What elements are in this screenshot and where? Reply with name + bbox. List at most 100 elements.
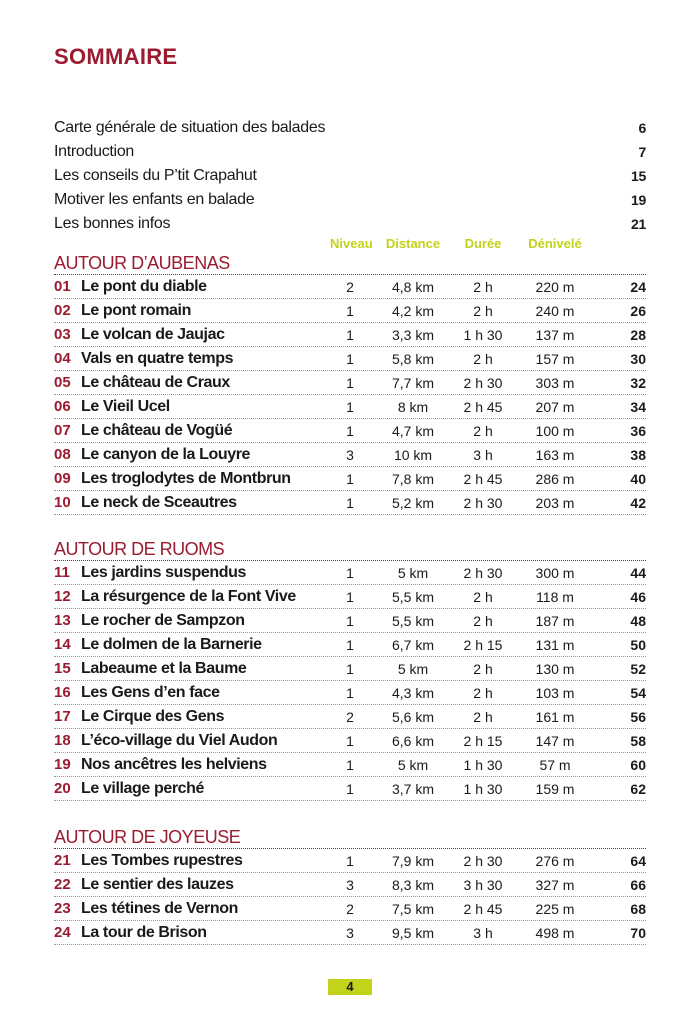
column-header-level: Niveau (330, 236, 373, 251)
table-row[interactable]: 22 Le sentier des lauzes 3 8,3 km 3 h 30 327 … (54, 873, 646, 897)
walk-duration: 1 h 30 (463, 327, 503, 343)
table-row[interactable]: 06 Le Vieil Ucel 1 8 km 2 h 45 207 m 34 (54, 395, 646, 419)
walk-level: 1 (346, 637, 354, 653)
table-row[interactable]: 04 Vals en quatre temps 1 5,8 km 2 h 157 m 30 (54, 347, 646, 371)
walk-elevation: 207 m (535, 399, 575, 415)
table-row[interactable]: 09 Les troglodytes de Montbrun 1 7,8 km 2 h … (54, 467, 646, 491)
walk-duration: 2 h 30 (463, 565, 503, 581)
walk-duration: 2 h (473, 613, 493, 629)
walk-number: 07 (54, 422, 71, 439)
walk-distance: 7,7 km (391, 375, 434, 391)
section-title: AUTOUR DE RUOMS (54, 539, 225, 559)
walk-page: 62 (630, 781, 646, 797)
walk-elevation: 103 m (535, 685, 575, 701)
section-title: AUTOUR D’AUBENAS (54, 253, 230, 273)
walk-elevation: 225 m (535, 901, 575, 917)
table-row[interactable]: 07 Le château de Vogüé 1 4,7 km 2 h 100 m 36 (54, 419, 646, 443)
table-row[interactable]: 14 Le dolmen de la Barnerie 1 6,7 km 2 h 15 1… (54, 633, 646, 657)
walk-page: 40 (630, 471, 646, 487)
column-header-distance: Distance (385, 236, 441, 251)
walk-number: 08 (54, 446, 71, 463)
section-2: AUTOUR DE JOYEUSE 21 Les Tombes rupestres 1… (54, 824, 646, 945)
walk-distance: 4,2 km (391, 303, 434, 319)
table-row[interactable]: 19 Nos ancêtres les helviens 1 5 km 1 h 30 57… (54, 753, 646, 777)
table-row[interactable]: 20 Le village perché 1 3,7 km 1 h 30 159 m 62 (54, 777, 646, 801)
walk-name: Les Tombes rupestres (81, 852, 243, 869)
walk-number: 14 (54, 636, 71, 653)
table-row[interactable]: 08 Le canyon de la Louyre 3 10 km 3 h 163 m 38 (54, 443, 646, 467)
walk-number: 16 (54, 684, 71, 701)
walk-level: 1 (346, 351, 354, 367)
walk-number: 17 (54, 708, 71, 725)
table-row[interactable]: 18 L’éco-village du Viel Audon 1 6,6 km 2 h … (54, 729, 646, 753)
walk-distance: 5,8 km (391, 351, 434, 367)
walk-page: 50 (630, 637, 646, 653)
toc-entry-page: 15 (631, 168, 646, 184)
toc-entry[interactable]: Motiver les enfants en balade 19 (54, 188, 646, 212)
walk-number: 04 (54, 350, 71, 367)
table-row[interactable]: 01 Le pont du diable 2 4,8 km 2 h 220 m 24 (54, 275, 646, 299)
table-row[interactable]: 13 Le rocher de Sampzon 1 5,5 km 2 h 187 m 48 (54, 609, 646, 633)
walk-distance: 5 km (397, 565, 429, 581)
walk-name: Le château de Craux (81, 374, 230, 391)
walk-duration: 2 h (473, 589, 493, 605)
table-row[interactable]: 05 Le château de Craux 1 7,7 km 2 h 30 303 m 3… (54, 371, 646, 395)
walk-level: 1 (346, 495, 354, 511)
section-header: AUTOUR DE RUOMS (54, 536, 646, 561)
walk-number: 05 (54, 374, 71, 391)
walk-number: 18 (54, 732, 71, 749)
walk-page: 28 (630, 327, 646, 343)
table-row[interactable]: 23 Les tétines de Vernon 2 7,5 km 2 h 45 225 … (54, 897, 646, 921)
toc-entry-page: 7 (638, 144, 647, 160)
walk-level: 1 (346, 757, 354, 773)
table-row[interactable]: 21 Les Tombes rupestres 1 7,9 km 2 h 30 276 m… (54, 849, 646, 873)
table-row[interactable]: 10 Le neck de Sceautres 1 5,2 km 2 h 30 203 m… (54, 491, 646, 515)
walk-distance: 10 km (393, 447, 433, 463)
walk-elevation: 161 m (535, 709, 575, 725)
walk-page: 48 (630, 613, 646, 629)
table-row[interactable]: 16 Les Gens d’en face 1 4,3 km 2 h 103 m 54 (54, 681, 646, 705)
walk-name: Le château de Vogüé (81, 422, 233, 439)
walk-number: 12 (54, 588, 71, 605)
walk-level: 1 (346, 589, 354, 605)
toc-entry-page: 6 (638, 120, 647, 136)
walk-name: Le sentier des lauzes (81, 876, 234, 893)
table-row[interactable]: 11 Les jardins suspendus 1 5 km 2 h 30 300 m 4… (54, 561, 646, 585)
toc-entry[interactable]: Les conseils du P’tit Crapahut 15 (54, 164, 646, 188)
walk-distance: 5 km (397, 661, 429, 677)
walk-level: 1 (346, 613, 354, 629)
walk-elevation: 327 m (535, 877, 575, 893)
walk-duration: 2 h 45 (463, 901, 503, 917)
section-1: AUTOUR DE RUOMS 11 Les jardins suspendus 1 5… (54, 536, 646, 801)
walk-level: 1 (346, 661, 354, 677)
page-number: 4 (328, 979, 372, 995)
table-row[interactable]: 24 La tour de Brison 3 9,5 km 3 h 498 m 70 (54, 921, 646, 945)
table-row[interactable]: 03 Le volcan de Jaujac 1 3,3 km 1 h 30 137 m 2… (54, 323, 646, 347)
walk-distance: 5,5 km (391, 613, 434, 629)
table-row[interactable]: 02 Le pont romain 1 4,2 km 2 h 240 m 26 (54, 299, 646, 323)
table-row[interactable]: 17 Le Cirque des Gens 2 5,6 km 2 h 161 m 56 (54, 705, 646, 729)
walk-number: 23 (54, 900, 71, 917)
walk-page: 60 (630, 757, 646, 773)
toc-entry[interactable]: Introduction 7 (54, 140, 646, 164)
walk-name: Le dolmen de la Barnerie (81, 636, 262, 653)
walk-page: 24 (630, 279, 646, 295)
walk-page: 54 (630, 685, 646, 701)
walk-distance: 5,2 km (391, 495, 434, 511)
toc-entry[interactable]: Carte générale de situation des balades 6 (54, 116, 646, 140)
walk-duration: 1 h 30 (463, 781, 503, 797)
walk-page: 44 (630, 565, 646, 581)
table-row[interactable]: 12 La résurgence de la Font Vive 1 5,5 km 2 … (54, 585, 646, 609)
walk-elevation: 203 m (535, 495, 575, 511)
walk-elevation: 240 m (535, 303, 575, 319)
walk-name: Labeaume et la Baume (81, 660, 247, 677)
walk-duration: 2 h 30 (463, 495, 503, 511)
walk-elevation: 118 m (536, 589, 574, 605)
walk-duration: 2 h (473, 661, 493, 677)
table-row[interactable]: 15 Labeaume et la Baume 1 5 km 2 h 130 m 52 (54, 657, 646, 681)
walk-name: La résurgence de la Font Vive (81, 588, 296, 605)
walk-distance: 4,3 km (391, 685, 434, 701)
walk-number: 13 (54, 612, 71, 629)
toc-entry[interactable]: Les bonnes infos 21 (54, 212, 646, 236)
